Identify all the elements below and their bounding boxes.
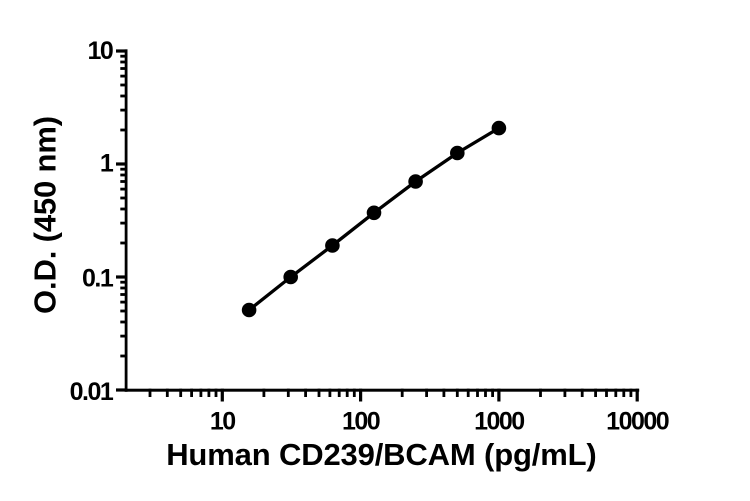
svg-text:0.01: 0.01 (70, 378, 114, 406)
svg-text:1000: 1000 (474, 407, 524, 435)
svg-text:10000: 10000 (606, 407, 669, 435)
svg-text:10: 10 (87, 37, 112, 65)
svg-text:O.D. (450 nm): O.D. (450 nm) (27, 116, 62, 314)
svg-text:1: 1 (100, 149, 114, 177)
svg-text:10: 10 (210, 407, 235, 435)
svg-text:Human CD239/BCAM (pg/mL): Human CD239/BCAM (pg/mL) (166, 437, 596, 472)
svg-text:0.1: 0.1 (82, 264, 114, 292)
svg-text:100: 100 (342, 407, 380, 435)
